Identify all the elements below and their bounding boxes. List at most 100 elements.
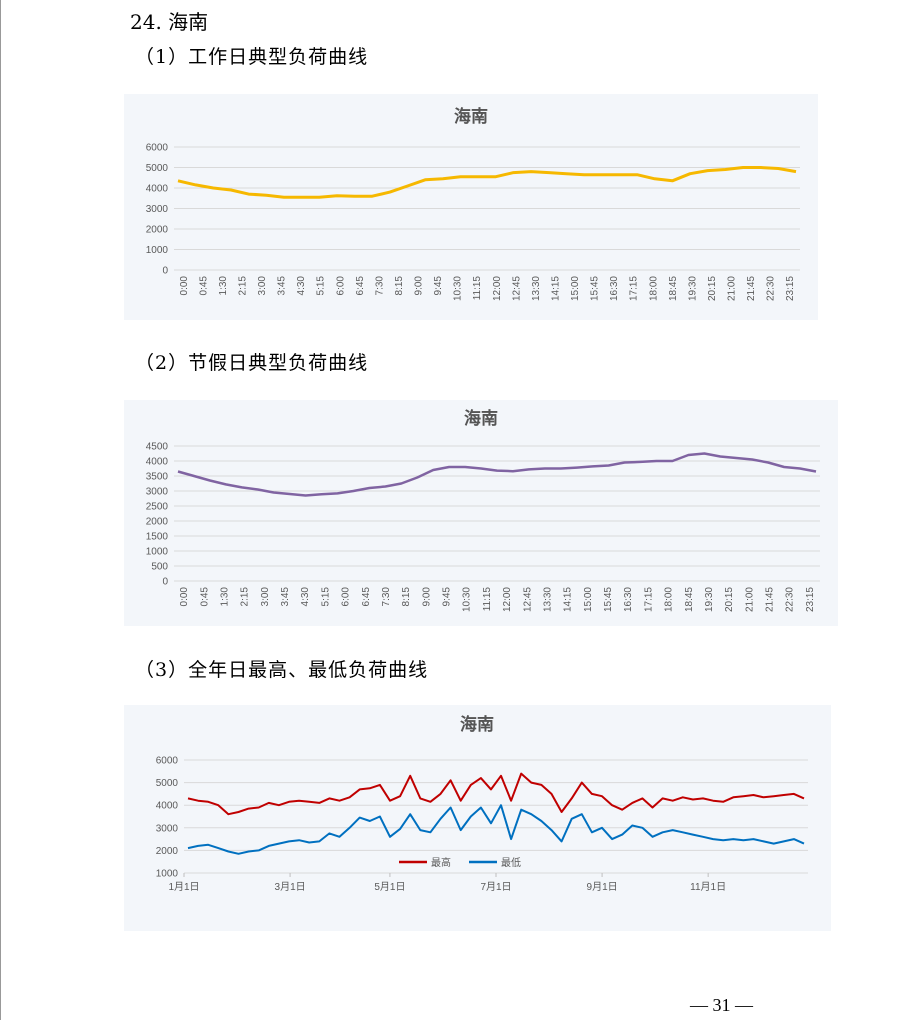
- x-tick-label: 5:15: [316, 276, 327, 296]
- x-tick-label: 6:45: [361, 587, 372, 607]
- y-tick-label: 4000: [156, 801, 179, 812]
- x-tick-label: 3:45: [280, 587, 291, 607]
- y-tick-label: 3000: [156, 823, 179, 834]
- x-tick-label: 1:30: [218, 276, 229, 296]
- x-tick-label: 16:30: [623, 587, 634, 612]
- x-tick-label: 16:30: [609, 276, 620, 301]
- x-tick-label: 5:15: [320, 587, 331, 607]
- y-tick-label: 4000: [146, 457, 169, 468]
- chart-title: 海南: [454, 106, 488, 127]
- x-tick-label: 9:45: [442, 587, 453, 607]
- series-line-2: [187, 804, 805, 855]
- x-tick-label: 21:45: [746, 276, 757, 301]
- y-tick-label: 5000: [146, 163, 169, 174]
- x-tick-label: 2:15: [240, 587, 251, 607]
- y-tick-label: 3500: [146, 472, 169, 483]
- y-tick-label: 2000: [146, 225, 169, 236]
- x-tick-label: 18:00: [664, 587, 675, 612]
- x-tick-label: 12:45: [511, 276, 522, 301]
- x-tick-label: 6:00: [335, 276, 346, 296]
- y-tick-label: 6000: [156, 756, 179, 767]
- x-tick-label: 9:00: [414, 276, 425, 296]
- x-tick-label: 3:00: [257, 276, 268, 296]
- x-tick-label: 13:30: [542, 587, 553, 612]
- y-tick-label: 6000: [146, 143, 169, 154]
- y-tick-label: 0: [162, 266, 168, 277]
- x-tick-label: 5月1日: [374, 881, 405, 893]
- x-tick-label: 2:15: [237, 276, 248, 296]
- x-tick-label: 17:15: [643, 587, 654, 612]
- x-tick-label: 21:00: [727, 276, 738, 301]
- x-tick-label: 11月1日: [690, 881, 726, 893]
- x-tick-label: 8:15: [394, 276, 405, 296]
- x-tick-label: 20:15: [707, 276, 718, 301]
- y-tick-label: 5000: [156, 778, 179, 789]
- x-tick-label: 9:45: [433, 276, 444, 296]
- subsection-1-label: （1）工作日典型负荷曲线: [135, 46, 369, 68]
- x-tick-label: 4:30: [300, 587, 311, 607]
- x-tick-label: 6:00: [341, 587, 352, 607]
- series-line-1: [187, 772, 805, 816]
- subsection-2-label: （2）节假日典型负荷曲线: [135, 352, 369, 374]
- page-border: [0, 0, 1, 1020]
- section-heading: 24. 海南: [130, 10, 209, 34]
- y-tick-label: 3000: [146, 204, 169, 215]
- x-tick-label: 0:45: [198, 276, 209, 296]
- legend-label-1: 最高: [431, 856, 451, 869]
- y-tick-label: 2500: [146, 502, 169, 513]
- chart-2-panel: 海南 0 500 1000 1500 2000 2500 3000 3500 4000 4500 0:…: [124, 400, 838, 626]
- x-tick-label: 8:15: [401, 587, 412, 607]
- x-tick-label: 18:45: [684, 587, 695, 612]
- workday-load-chart: 海南 0 1000 2000 3000 4000 5000 6000 0:00 0:45 1:30 2…: [146, 106, 800, 301]
- x-tick-label: 23:15: [805, 587, 816, 612]
- y-tick-label: 2000: [156, 846, 179, 857]
- x-tick-label: 14:15: [563, 587, 574, 612]
- x-tick-label: 1:30: [219, 587, 230, 607]
- x-tick-label: 12:45: [522, 587, 533, 612]
- x-tick-label: 15:45: [603, 587, 614, 612]
- x-tick-label: 3月1日: [275, 881, 306, 893]
- x-tick-label: 12:00: [492, 276, 503, 301]
- x-tick-label: 13:30: [531, 276, 542, 301]
- x-tick-label: 19:30: [687, 276, 698, 301]
- x-tick-label: 20:15: [724, 587, 735, 612]
- x-tick-label: 21:45: [765, 587, 776, 612]
- x-tick-label: 18:00: [648, 276, 659, 301]
- series-line-1: [177, 452, 817, 497]
- x-tick-label: 9月1日: [587, 881, 618, 893]
- x-tick-label: 3:00: [260, 587, 271, 607]
- x-tick-label: 22:30: [766, 276, 777, 301]
- holiday-load-chart: 海南 0 500 1000 1500 2000 2500 3000 3500 4000 4500 0:…: [146, 408, 820, 612]
- y-tick-label: 1000: [146, 547, 169, 558]
- x-tick-label: 7月1日: [480, 881, 511, 893]
- x-tick-label: 0:45: [199, 587, 210, 607]
- x-tick-label: 4:30: [296, 276, 307, 296]
- annual-max-min-load-chart: 海南 1000 2000 3000 4000 5000 6000 1月1日 3月1日 5月1日 7月…: [156, 714, 808, 893]
- chart-title: 海南: [464, 408, 498, 429]
- y-tick-label: 2000: [146, 517, 169, 528]
- x-tick-label: 15:45: [590, 276, 601, 301]
- x-tick-label: 15:00: [583, 587, 594, 612]
- x-tick-label: 23:15: [785, 276, 796, 301]
- x-tick-label: 7:30: [381, 587, 392, 607]
- x-tick-label: 9:00: [421, 587, 432, 607]
- x-tick-label: 11:15: [472, 276, 483, 301]
- x-tick-label: 12:00: [502, 587, 513, 612]
- y-tick-label: 0: [162, 577, 168, 588]
- x-tick-label: 10:30: [453, 276, 464, 301]
- x-tick-label: 21:00: [744, 587, 755, 612]
- x-tick-label: 15:00: [570, 276, 581, 301]
- chart-title: 海南: [460, 714, 494, 735]
- y-tick-label: 4500: [146, 442, 169, 453]
- x-tick-label: 19:30: [704, 587, 715, 612]
- y-tick-label: 500: [151, 562, 168, 573]
- y-tick-label: 3000: [146, 487, 169, 498]
- x-tick-label: 3:45: [277, 276, 288, 296]
- x-tick-label: 18:45: [668, 276, 679, 301]
- y-tick-label: 1500: [146, 532, 169, 543]
- y-tick-label: 4000: [146, 184, 169, 195]
- x-tick-label: 14:15: [550, 276, 561, 301]
- x-tick-label: 10:30: [462, 587, 473, 612]
- x-tick-label: 1月1日: [168, 881, 199, 893]
- chart-3-panel: 海南 1000 2000 3000 4000 5000 6000 1月1日 3月1日 5月1日 7月…: [124, 705, 831, 931]
